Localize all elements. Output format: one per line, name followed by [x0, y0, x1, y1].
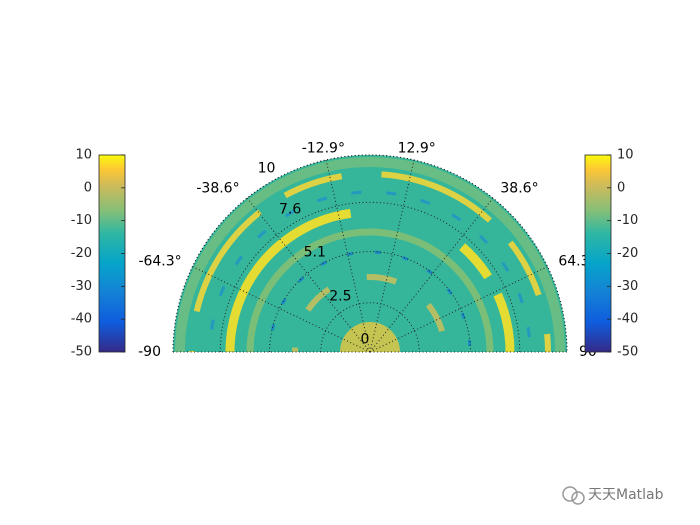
theta-tick-label: 38.6° [500, 181, 538, 197]
colorbar-tick-label: 10 [75, 148, 92, 163]
colorbar-tick-label: -50 [617, 345, 638, 360]
theta-tick-label: -12.9° [302, 140, 345, 156]
polar-outline [172, 154, 568, 353]
r-tick-label: 10 [258, 161, 276, 177]
colorbar-tick-label: -20 [617, 246, 638, 261]
theta-grid-line [192, 266, 371, 353]
colorbar-tick-label: -50 [71, 345, 92, 360]
colorbar-tick-label: -40 [617, 312, 638, 327]
heatmap [173, 155, 567, 352]
theta-grid-line [369, 266, 548, 353]
theta-tick-label: 12.9° [398, 140, 436, 156]
theta-grid-line [369, 197, 494, 353]
colorbars: 10 0 -10 -20 -30 -40 -50 10 0 -10 -20 -30 -40 -50 [71, 148, 638, 360]
theta-grid-line [325, 159, 371, 353]
colorbar-tick-label: 0 [617, 180, 625, 195]
r-grid-ring [219, 201, 521, 353]
r-grid-ring [269, 251, 471, 353]
colorbar-tick-label: -10 [71, 213, 92, 228]
colorbar-tick-label: -30 [71, 279, 92, 294]
r-tick-label: 5.1 [304, 244, 326, 260]
theta-tick-label: -38.6° [196, 181, 239, 197]
r-tick-label: 7.6 [279, 202, 301, 218]
colorbar-tick-label: -10 [617, 213, 638, 228]
colorbar-tick-label: 10 [617, 148, 634, 163]
colorbar [584, 154, 612, 353]
r-tick-label: 0 [361, 331, 370, 347]
colorbar-tick-label: -40 [71, 312, 92, 327]
polar-axes: 0 2.5 5.1 7.6 10 -90 -64.3° -38.6° -12.9° 12.9° 38… [138, 140, 597, 360]
colorbar [98, 154, 126, 353]
theta-tick-label: -64.3° [138, 253, 181, 269]
theta-tick-label: -90 [138, 344, 161, 360]
colorbar-tick-label: -30 [617, 279, 638, 294]
theta-grid-line [246, 197, 371, 353]
colorbar-tick-label: 0 [84, 180, 92, 195]
r-tick-label: 2.5 [329, 289, 351, 305]
theta-grid-line [369, 159, 415, 353]
watermark: 天天Matlab [562, 486, 664, 505]
watermark-text: 天天Matlab [588, 487, 664, 503]
colorbar-tick-label: -20 [71, 246, 92, 261]
